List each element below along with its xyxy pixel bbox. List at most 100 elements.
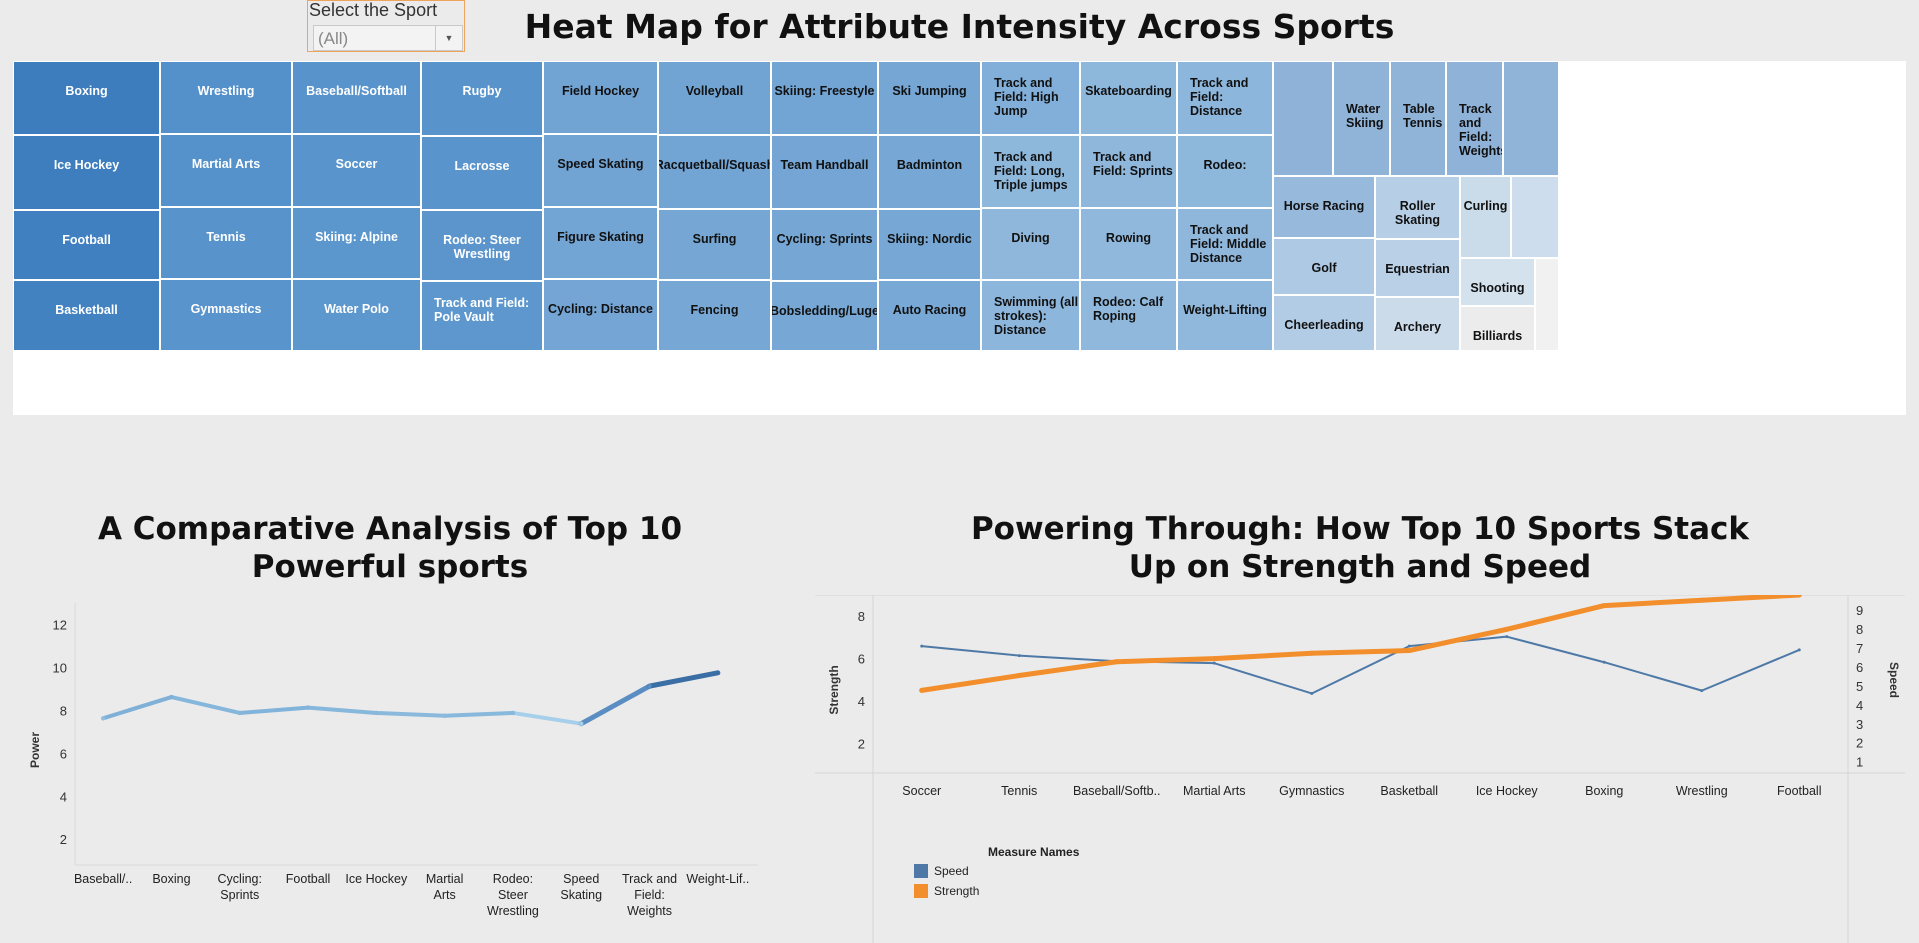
heatmap-cell[interactable]: Track and Field: High Jump — [981, 61, 1080, 135]
power-chart-title: A Comparative Analysis of Top 10 Powerfu… — [97, 511, 683, 585]
heatmap-cell[interactable]: Rowing — [1080, 208, 1177, 280]
heatmap-cell[interactable]: Figure Skating — [543, 207, 658, 279]
power-x-tick-label: Steer — [498, 888, 528, 902]
heatmap-cell[interactable]: Auto Racing — [878, 280, 981, 351]
data-point-strength — [1504, 626, 1510, 632]
heatmap-cell-label: Lacrosse — [454, 159, 510, 173]
heatmap-cell[interactable] — [1273, 61, 1333, 176]
heatmap-cell[interactable]: Water Polo — [292, 279, 421, 351]
heatmap-cell[interactable]: Table Tennis — [1390, 61, 1446, 176]
heatmap-cell[interactable]: Track and Field: Weights — [1446, 61, 1503, 176]
heatmap-cell[interactable]: Skiing: Alpine — [292, 207, 421, 279]
heatmap-cell[interactable]: Cycling: Distance — [543, 279, 658, 351]
heatmap-cell[interactable]: Curling — [1460, 176, 1511, 258]
heatmap-cell[interactable]: Field Hockey — [543, 61, 658, 134]
power-x-tick-label: Wrestling — [487, 904, 539, 918]
sport-filter-dropdown[interactable]: (All) ▼ — [313, 25, 463, 51]
heatmap-cell-label: Horse Racing — [1283, 199, 1365, 213]
heatmap-cell[interactable]: Baseball/Softball — [292, 61, 421, 134]
heatmap-cell[interactable]: Equestrian — [1375, 239, 1460, 297]
heatmap-cell[interactable]: Billiards — [1460, 306, 1535, 351]
sport-filter-label: Select the Sport — [309, 0, 438, 20]
heatmap-cell[interactable]: Track and Field: Middle Distance — [1177, 208, 1273, 280]
series-line-strength — [919, 595, 1802, 693]
heatmap-cell[interactable]: Bobsledding/Luge — [771, 281, 878, 351]
heatmap-cell[interactable]: Track and Field: Sprints — [1080, 135, 1177, 208]
power-data-point — [374, 710, 379, 716]
heatmap-cell[interactable]: Golf — [1273, 238, 1375, 295]
heatmap-cell[interactable]: Cycling: Sprints — [771, 209, 878, 281]
chevron-down-icon[interactable]: ▼ — [435, 26, 462, 50]
heatmap-cell[interactable]: Weight-Lifting — [1177, 280, 1273, 351]
heatmap-cell[interactable]: Skiing: Nordic — [878, 209, 981, 280]
heatmap-cell[interactable]: Track and Field: Distance — [1177, 61, 1273, 135]
legend-item-speed[interactable]: Speed — [914, 864, 969, 878]
heatmap-cell[interactable]: Martial Arts — [160, 134, 292, 207]
heatmap-cell-label: Track and Field: Long, Triple jumps — [994, 150, 1068, 192]
heatmap-cell-label: Cycling: Sprints — [776, 232, 873, 246]
power-x-tick-label: Field: — [634, 888, 665, 902]
heatmap-cell[interactable]: Swimming (all strokes): Distance — [981, 280, 1080, 351]
heatmap-cell[interactable]: Shooting — [1460, 258, 1535, 306]
heatmap-cell[interactable]: Rodeo: Calf Roping — [1080, 280, 1177, 351]
power-line-segment — [374, 710, 447, 718]
heatmap-cell[interactable]: Track and Field: Long, Triple jumps — [981, 135, 1080, 208]
heatmap-cell[interactable]: Football — [13, 210, 160, 280]
power-x-tick-label: Skating — [560, 888, 602, 902]
heatmap-cell[interactable]: Rodeo: — [1177, 135, 1273, 208]
heatmap-cell[interactable]: Ski Jumping — [878, 61, 981, 135]
heatmap-cell[interactable]: Wrestling — [160, 61, 292, 134]
heatmap-cell-label: Surfing — [692, 232, 737, 246]
data-point-strength — [1309, 650, 1315, 656]
heatmap-cell-label: Rodeo: Calf Roping — [1093, 295, 1164, 323]
heatmap-cell[interactable]: Basketball — [13, 280, 160, 351]
heatmap-cell[interactable]: Gymnastics — [160, 279, 292, 351]
heatmap-cell[interactable]: Diving — [981, 208, 1080, 280]
heatmap-cell-label: Billiards — [1472, 329, 1523, 343]
power-data-point — [510, 710, 516, 716]
heatmap-cell[interactable] — [1511, 176, 1559, 258]
heatmap-cell[interactable] — [1535, 258, 1559, 351]
heatmap-cell[interactable]: Boxing — [13, 61, 160, 135]
heatmap-cell[interactable]: Team Handball — [771, 135, 878, 209]
power-y-tick-label: 12 — [53, 617, 67, 632]
heatmap-cell[interactable]: Lacrosse — [421, 136, 543, 210]
series-line-speed — [920, 635, 1801, 695]
heatmap-cell[interactable]: Skateboarding — [1080, 61, 1177, 135]
heatmap-cell[interactable]: Cheerleading — [1273, 295, 1375, 351]
heatmap-cell[interactable]: Speed Skating — [543, 134, 658, 207]
heatmap-cell[interactable]: Tennis — [160, 207, 292, 279]
heatmap-cell[interactable]: Racquetball/Squash — [658, 135, 771, 209]
heatmap-cell[interactable]: Skiing: Freestyle — [771, 61, 878, 135]
heatmap-cell-label: Track and Field: Sprints — [1093, 150, 1173, 178]
heatmap-cell-label: Track and Field: High Jump — [994, 76, 1059, 118]
heatmap-cell[interactable]: Soccer — [292, 134, 421, 207]
heatmap-cell-label: Ski Jumping — [892, 84, 967, 98]
heatmap-cell-label: Golf — [1311, 261, 1337, 275]
heatmap-cell[interactable]: Water Skiing — [1333, 61, 1390, 176]
heatmap-cell[interactable]: Horse Racing — [1273, 176, 1375, 238]
heatmap-cell[interactable]: Surfing — [658, 209, 771, 280]
power-x-tick-label: Speed — [563, 872, 599, 886]
power-data-point — [305, 705, 311, 710]
heatmap-cell[interactable]: Ice Hockey — [13, 135, 160, 210]
heatmap-cell[interactable]: Archery — [1375, 297, 1460, 351]
heatmap-cell[interactable]: Fencing — [658, 280, 771, 351]
power-y-tick-label: 8 — [60, 703, 67, 718]
heatmap-cell-label: Track and Field: Weights — [1459, 102, 1503, 158]
heatmap-cell[interactable]: Rugby — [421, 61, 543, 136]
heatmap-cell[interactable]: Track and Field: Pole Vault — [421, 281, 543, 351]
speed-tick-label: 4 — [1856, 698, 1863, 713]
heatmap-cell-label: Skiing: Freestyle — [774, 84, 875, 98]
heatmap-cell[interactable]: Roller Skating — [1375, 176, 1460, 239]
heatmap-cell[interactable] — [1503, 61, 1559, 176]
heatmap-cell-label: Soccer — [335, 157, 378, 171]
heatmap-cell-label: Archery — [1393, 320, 1442, 334]
heatmap-cell[interactable]: Volleyball — [658, 61, 771, 135]
heatmap-cell-label: Cheerleading — [1284, 318, 1364, 332]
heatmap-cell[interactable]: Rodeo: Steer Wrestling — [421, 210, 543, 281]
legend-item-strength[interactable]: Strength — [914, 884, 979, 898]
power-line-segment — [510, 710, 584, 726]
heatmap-cell[interactable]: Badminton — [878, 135, 981, 209]
ss-x-tick-label: Martial Arts — [1183, 784, 1246, 798]
